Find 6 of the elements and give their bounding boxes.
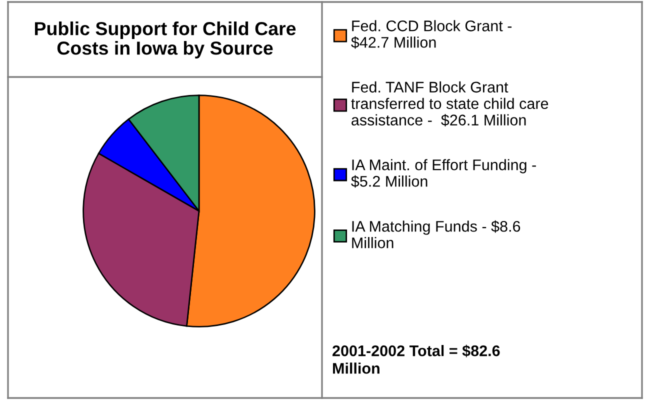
legend-label: IA Matching Funds - $8.6 Million (352, 220, 520, 248)
legend-label: IA Maint. of Effort Funding - $5.2 Million (351, 159, 536, 188)
legend-label: Fed. TANF Block Grant transferred to state child care assistance - $26.1 Million (351, 81, 548, 126)
text: 2001-2002 Total = $82.6 Million (332, 344, 500, 374)
legend-label: Fed. CCD Block Grant - $42.7 Million (351, 20, 512, 49)
text: Public Support for Child Care Costs in Iowa by Source (35, 22, 296, 58)
